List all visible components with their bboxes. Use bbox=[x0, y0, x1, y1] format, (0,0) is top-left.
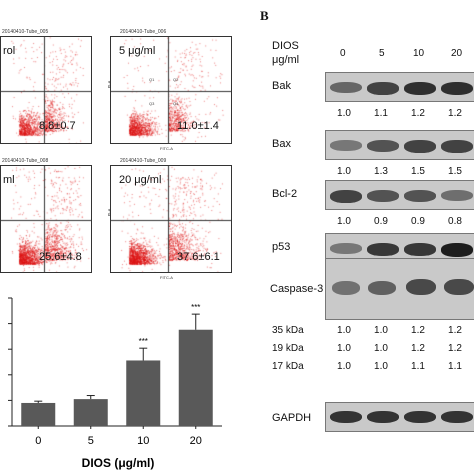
quant-value: 1.1 bbox=[374, 108, 388, 119]
flow-apoptosis-value: 25.6±4.8 bbox=[39, 251, 82, 263]
bar bbox=[178, 329, 213, 426]
quant-value: 1.2 bbox=[448, 108, 462, 119]
blot-band bbox=[367, 190, 399, 202]
flow-apoptosis-value: 11.0±1.4 bbox=[177, 120, 219, 132]
lane-label: 5 bbox=[379, 48, 385, 59]
flow-plot-control: rol 8.8±0.7 bbox=[0, 36, 92, 144]
quant-value: 1.2 bbox=[411, 343, 425, 354]
protein-label: p53 bbox=[272, 241, 291, 253]
blot-band bbox=[441, 140, 473, 153]
panel-letter: B bbox=[260, 8, 269, 23]
quant-value: 1.0 bbox=[337, 166, 351, 177]
lane-label: 0 bbox=[340, 48, 346, 59]
quant-value: 1.0 bbox=[337, 343, 351, 354]
quadrant-label: Q2 bbox=[173, 77, 179, 82]
blot-band bbox=[404, 243, 436, 256]
bar bbox=[21, 402, 56, 426]
flow-x-axis-label: FITC-A bbox=[160, 146, 173, 151]
blot-band bbox=[330, 82, 362, 94]
flow-plot-label: rol bbox=[3, 45, 16, 57]
kda-label: 35 kDa bbox=[272, 325, 304, 336]
dose-unit: μg/ml bbox=[272, 54, 300, 66]
quadrant-label: Q3 bbox=[149, 101, 155, 106]
quant-value: 1.5 bbox=[448, 166, 462, 177]
quadrant-label: Q1 bbox=[149, 77, 155, 82]
quant-value: 1.2 bbox=[411, 325, 425, 336]
quant-value: 1.0 bbox=[374, 343, 388, 354]
flow-plot-label: 20 μg/ml bbox=[119, 174, 162, 186]
blot-band bbox=[330, 140, 362, 151]
quant-value: 1.1 bbox=[411, 361, 425, 372]
x-axis-label: DIOS (μg/ml) bbox=[82, 456, 155, 470]
quant-value: 1.0 bbox=[337, 325, 351, 336]
significance-mark: *** bbox=[139, 337, 148, 346]
quant-value: 1.2 bbox=[448, 325, 462, 336]
flow-plot-title: 20140410-Tube_005 bbox=[2, 29, 49, 35]
blot-band bbox=[367, 140, 399, 152]
quant-value: 1.0 bbox=[374, 325, 388, 336]
quant-value: 1.0 bbox=[337, 108, 351, 119]
bar bbox=[73, 399, 108, 426]
flow-plot-title: 20140410-Tube_006 bbox=[120, 29, 167, 35]
flow-scatter bbox=[111, 166, 231, 272]
protein-label: Bak bbox=[272, 80, 291, 92]
protein-label: Bax bbox=[272, 138, 291, 150]
blot-band bbox=[404, 82, 436, 96]
quant-value: 1.2 bbox=[411, 108, 425, 119]
protein-blot bbox=[325, 180, 474, 210]
quant-value: 1.3 bbox=[374, 166, 388, 177]
x-tick-label: 0 bbox=[35, 435, 41, 447]
bar bbox=[126, 360, 161, 426]
flow-plot-10ug: ml 25.6±4.8 bbox=[0, 165, 92, 273]
flow-scatter bbox=[111, 37, 231, 143]
protein-blot bbox=[325, 130, 474, 160]
quant-value: 1.0 bbox=[337, 361, 351, 372]
quant-value: 0.9 bbox=[374, 216, 388, 227]
flow-apoptosis-value: 37.6±6.1 bbox=[177, 251, 220, 263]
flow-plot-label: ml bbox=[3, 174, 15, 186]
flow-scatter bbox=[1, 37, 91, 143]
flow-plot-title: 20140410-Tube_009 bbox=[120, 158, 167, 164]
flow-plot-5ug: 5 μg/ml Q1 Q2 Q3 Q4 11.0±1.4 bbox=[110, 36, 232, 144]
kda-label: 19 kDa bbox=[272, 343, 304, 354]
blot-band bbox=[367, 243, 399, 256]
blot-band bbox=[441, 190, 473, 201]
x-tick-label: 5 bbox=[88, 435, 94, 447]
flow-plot-20ug: 20 μg/ml 37.6±6.1 bbox=[110, 165, 232, 273]
flow-plot-title: 20140410-Tube_008 bbox=[2, 158, 49, 164]
flow-plot-label: 5 μg/ml bbox=[119, 45, 156, 57]
flow-scatter bbox=[1, 166, 91, 272]
protein-blot bbox=[325, 72, 474, 102]
blot-band bbox=[330, 243, 362, 254]
quant-value: 1.5 bbox=[411, 166, 425, 177]
quadrant-label: Q4 bbox=[173, 101, 179, 106]
protein-label: GAPDH bbox=[272, 412, 312, 424]
quant-value: 1.1 bbox=[448, 361, 462, 372]
significance-mark: *** bbox=[191, 303, 200, 312]
flow-apoptosis-value: 8.8±0.7 bbox=[39, 120, 76, 132]
blot-band bbox=[404, 190, 436, 202]
apoptosis-bar-chart: 0 5 10 *** 20 *** DIOS (μg/ml) bbox=[8, 297, 222, 470]
protein-label: Caspase-3 bbox=[270, 283, 324, 295]
blot-band bbox=[441, 243, 473, 257]
kda-label: 17 kDa bbox=[272, 361, 304, 372]
lane-label: 20 bbox=[451, 48, 463, 59]
x-tick-label: 10 bbox=[137, 435, 149, 447]
blot-band bbox=[404, 140, 436, 153]
blot-band bbox=[330, 190, 362, 203]
gapdh-blot bbox=[325, 402, 474, 432]
x-tick-label: 20 bbox=[190, 435, 202, 447]
blot-band bbox=[367, 82, 399, 95]
protein-label: Bcl-2 bbox=[272, 188, 298, 200]
lane-label: 10 bbox=[413, 48, 425, 59]
flow-x-axis-label: FITC-A bbox=[160, 275, 173, 280]
quant-value: 1.0 bbox=[337, 216, 351, 227]
caspase3-blot bbox=[325, 258, 474, 320]
dose-header: DIOS bbox=[272, 40, 299, 52]
quant-value: 0.9 bbox=[411, 216, 425, 227]
quant-value: 1.0 bbox=[374, 361, 388, 372]
quant-value: 1.2 bbox=[448, 343, 462, 354]
blot-band bbox=[441, 82, 473, 96]
quant-value: 0.8 bbox=[448, 216, 462, 227]
